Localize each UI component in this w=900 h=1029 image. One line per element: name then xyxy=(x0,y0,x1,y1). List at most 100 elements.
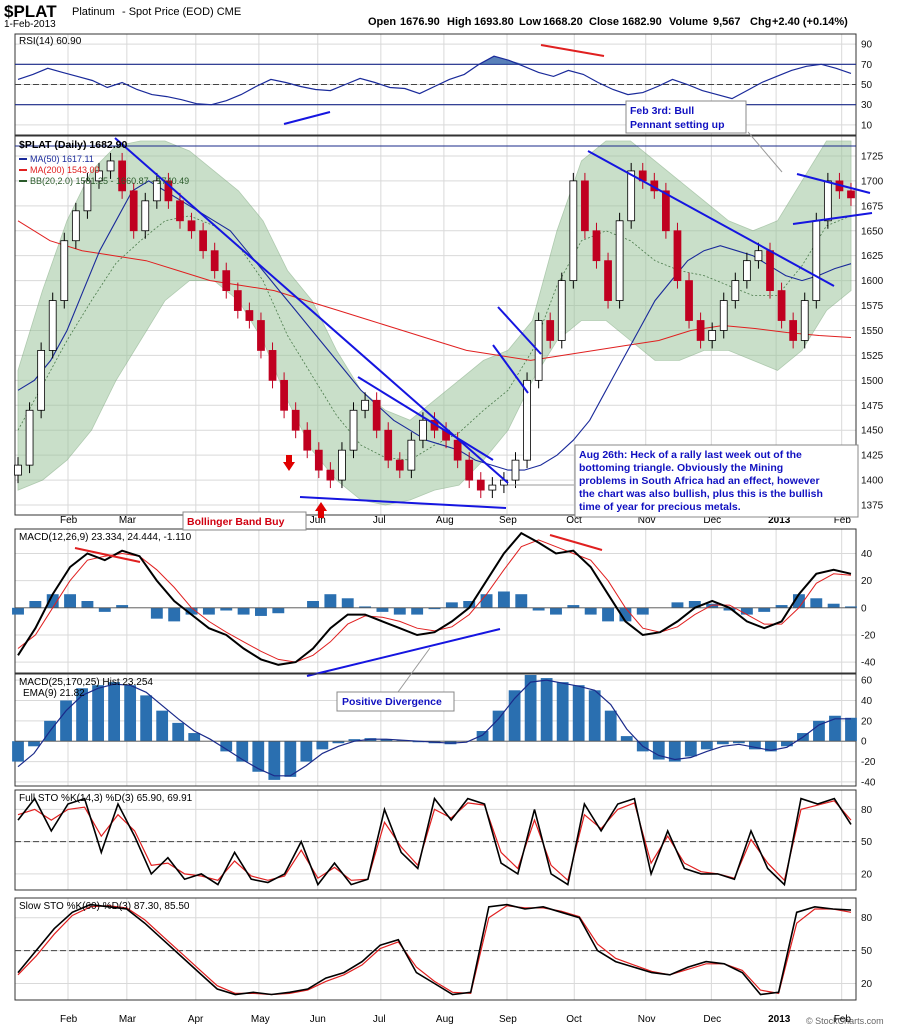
macd2-hist-bar xyxy=(28,741,40,747)
volume-label: Volume xyxy=(669,16,708,28)
flag-bottom-line xyxy=(492,344,529,394)
candle-body xyxy=(71,210,80,242)
candle-body xyxy=(268,350,277,381)
candle-body xyxy=(14,464,22,476)
macd-hist-bar xyxy=(480,594,493,608)
chart-date: 1-Feb-2013 xyxy=(4,19,56,30)
panel-fullsto: 20 50 80 Full STO %K(14,3) %D(3) 65.90, 69.… xyxy=(14,789,873,891)
macd1-label: MACD(12,26,9) 23.334, 24.444, -1.110 xyxy=(19,532,192,543)
macd2-hist-bar xyxy=(236,741,249,762)
candle-body xyxy=(546,320,555,341)
y-tick-label: 1375 xyxy=(861,501,884,512)
macd-hist-bar xyxy=(428,607,441,610)
candle-body xyxy=(407,439,416,471)
open-value: 1676.90 xyxy=(400,16,440,28)
macd2-hist-bar xyxy=(220,741,233,752)
bottom-month-label: Sep xyxy=(499,1014,517,1025)
candle-body xyxy=(361,399,369,411)
macd2-hist-bar xyxy=(476,731,489,742)
y-tick-label: 50 xyxy=(861,80,873,91)
panel-slowsto: 20 50 80 Slow STO %K(60) %D(3) 87.30, 85.50… xyxy=(14,897,873,1025)
macd2-hist-bar xyxy=(748,741,761,750)
macd2-hist-bar xyxy=(332,741,345,744)
bollinger-band xyxy=(17,140,852,506)
high-value: 1693.80 xyxy=(474,16,514,28)
aug26-line4: the chart was also bullish, plus this is… xyxy=(579,488,823,500)
candle-body xyxy=(800,300,809,341)
candle-body xyxy=(210,250,219,272)
y-tick-label: 50 xyxy=(861,946,873,957)
panel-frame xyxy=(14,528,857,674)
macd-hist-bar xyxy=(185,607,198,615)
candle-body xyxy=(314,449,323,471)
macd-hist-bar xyxy=(220,607,233,611)
feb3-annotation: Feb 3rd: Bull Pennant setting up xyxy=(625,100,783,173)
candle-body xyxy=(673,230,682,282)
macd2-hist-bar xyxy=(829,715,841,742)
candle-body xyxy=(233,290,242,311)
candle-body xyxy=(419,419,427,441)
candle-body xyxy=(95,170,103,182)
aug26-line2: bottoming triangle. Obviously the Mining xyxy=(579,462,783,474)
macd2-hist-bar xyxy=(316,741,329,750)
candle-body xyxy=(83,180,92,212)
macd-hist-bar xyxy=(376,607,389,612)
macd2-hist-bar xyxy=(508,690,521,742)
macd2-hist-bar xyxy=(765,741,777,752)
macd-hist-bar xyxy=(758,607,771,612)
panel-macd1: -40 -20 0 20 40 MACD(12,26,9) 23.334, 24.444,… xyxy=(12,528,876,677)
y-tick-label: 20 xyxy=(861,869,873,880)
macd2-hist-bar xyxy=(684,741,697,757)
macd2-hist-bar xyxy=(60,700,72,742)
bottom-month-label: Nov xyxy=(638,1014,656,1025)
y-tick-label: 0 xyxy=(861,603,867,614)
sto-d-line xyxy=(17,800,852,882)
candle-body xyxy=(199,230,207,252)
y-tick-label: 90 xyxy=(861,40,873,51)
y-tick-label: 20 xyxy=(861,979,873,990)
volume-value: 9,567 xyxy=(713,16,741,28)
macd2-hist-bar xyxy=(380,739,393,742)
downtrend-line-1 xyxy=(114,137,509,484)
close-value: 1682.90 xyxy=(622,16,662,28)
y-tick-label: 1475 xyxy=(861,401,884,412)
y-tick-label: 0 xyxy=(861,737,867,748)
candle-body xyxy=(187,220,196,232)
bottom-month-label: Mar xyxy=(119,1014,137,1025)
macd-hist-bar xyxy=(29,601,42,608)
candle-body xyxy=(257,320,265,351)
y-tick-label: 20 xyxy=(861,576,873,587)
bottom-month-label: Oct xyxy=(566,1014,582,1025)
candle-body xyxy=(777,290,786,321)
month-label: 2013 xyxy=(768,515,791,526)
triangle-top-line xyxy=(357,376,494,461)
candle-body xyxy=(823,180,832,222)
macd-hist-bar xyxy=(550,607,562,615)
triangle-bottom-line xyxy=(299,496,507,509)
y-tick-label: -40 xyxy=(861,658,876,669)
candle-body xyxy=(754,250,763,262)
macd-hist-bar xyxy=(740,607,753,615)
macd2-hist-bar xyxy=(716,741,729,745)
sto-k-line xyxy=(17,796,852,887)
rsi-trendline xyxy=(283,111,331,125)
candle-body xyxy=(37,350,46,411)
bottom-month-label: May xyxy=(251,1014,270,1025)
ohlc-readout: Open 1676.90 High 1693.80 Low 1668.20 Cl… xyxy=(368,16,848,28)
macd-hist-bar xyxy=(827,603,840,608)
macd2-label: MACD(25,170,25) Hist 23.254 xyxy=(19,677,153,688)
candle-body xyxy=(731,280,740,301)
macd-line xyxy=(17,531,852,666)
chg-label: Chg xyxy=(750,16,771,28)
y-tick-label: 1700 xyxy=(861,176,884,187)
month-label: Dec xyxy=(703,515,721,526)
sto-d-line xyxy=(17,905,852,996)
y-tick-label: 1650 xyxy=(861,226,884,237)
candle-body xyxy=(48,300,57,351)
macd-hist-bar xyxy=(237,607,250,615)
macd-hist-bar xyxy=(255,607,267,616)
candle-body xyxy=(719,300,728,331)
bottom-month-label: Jun xyxy=(310,1014,326,1025)
macd2-ema-line xyxy=(17,679,851,777)
y-tick-label: 30 xyxy=(861,100,873,111)
